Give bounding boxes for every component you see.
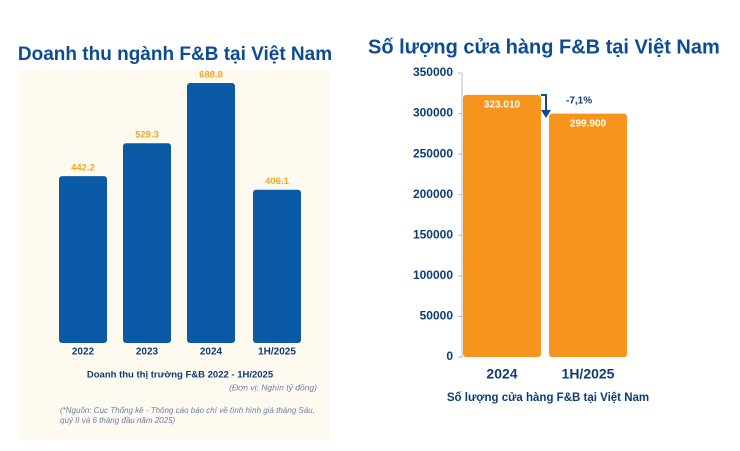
x-axis-label: Số lượng cửa hàng F&B tại Việt Nam (447, 392, 649, 404)
change-arrow (541, 94, 547, 112)
x-tick-label: 2024 (486, 366, 517, 382)
y-tick-label: 350000 (413, 65, 453, 79)
arrow-head (541, 110, 551, 118)
y-tick-label: 300000 (413, 106, 453, 120)
data-label: 442.2 (71, 163, 95, 174)
source-note: (*Nguồn: Cục Thống kê - Thông cáo báo ch… (60, 406, 315, 425)
data-label: 529.3 (135, 130, 159, 141)
x-tick-label: 2023 (136, 347, 159, 358)
data-label: 406.1 (265, 176, 289, 187)
chart-title: Số lượng cửa hàng F&B tại Việt Nam (368, 36, 720, 58)
y-tick-label: 150000 (413, 227, 453, 241)
chart-title: Doanh thu ngành F&B tại Việt Nam (18, 44, 332, 65)
data-label: 299.900 (570, 118, 607, 129)
bar (59, 176, 107, 343)
unit-note: (Đơn vị: Nghìn tỷ đồng) (229, 382, 317, 392)
x-tick-label: 1H/2025 (562, 366, 615, 382)
bar (123, 143, 171, 343)
data-label: 688.8 (199, 70, 223, 81)
y-tick-label: 50000 (420, 309, 454, 323)
data-label: 323.010 (484, 100, 521, 111)
bar (549, 113, 627, 357)
bar (463, 94, 541, 358)
bar (253, 189, 301, 343)
y-tick-label: 200000 (413, 187, 453, 201)
x-tick-label: 2024 (200, 347, 223, 358)
annotation: -7,1% (566, 96, 592, 107)
x-tick-label: 1H/2025 (258, 347, 296, 358)
bar (187, 83, 235, 343)
x-axis-label: Doanh thu thị trường F&B 2022 - 1H/2025 (87, 370, 274, 381)
y-tick-label: 100000 (413, 268, 453, 282)
y-tick-label: 0 (446, 349, 453, 363)
y-tick-label: 250000 (413, 146, 453, 160)
x-tick-label: 2022 (72, 347, 95, 358)
